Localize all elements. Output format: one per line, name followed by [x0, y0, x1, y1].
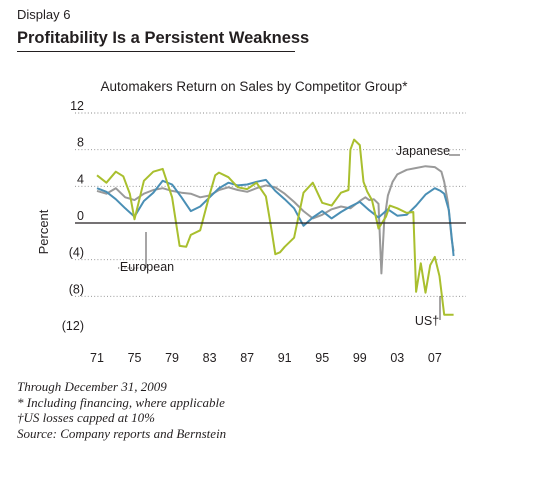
x-tick-label: 79 — [165, 351, 179, 365]
footnote-date: Through December 31, 2009 — [17, 379, 167, 394]
y-tick-label: (4) — [69, 246, 84, 260]
series-lines — [96, 138, 455, 316]
series-label-japanese: Japanese — [396, 144, 450, 158]
x-tick-label: 07 — [428, 351, 442, 365]
series-line-us — [96, 138, 454, 316]
x-tick-label: 71 — [90, 351, 104, 365]
y-tick-label: 8 — [77, 136, 84, 150]
y-tick-label: 12 — [70, 99, 84, 113]
x-tick-label: 75 — [128, 351, 142, 365]
footnote-us-cap: †US losses capped at 10% — [17, 410, 155, 425]
x-tick-label: 95 — [315, 351, 329, 365]
footnotes: Through December 31, 2009 * Including fi… — [17, 379, 226, 441]
y-tick-label: 0 — [77, 209, 84, 223]
y-tick-label: 4 — [77, 172, 84, 186]
x-tick-labels: 71 75 79 83 87 91 95 99 03 07 — [90, 351, 442, 365]
x-tick-label: 99 — [353, 351, 367, 365]
footnote-source: Source: Company reports and Bernstein — [17, 425, 227, 441]
y-tick-labels: 12 8 4 0 (4) (8) (12) — [62, 99, 84, 333]
x-tick-label: 87 — [240, 351, 254, 365]
display-title: Profitability Is a Persistent Weakness — [17, 29, 310, 47]
x-tick-label: 91 — [278, 351, 292, 365]
series-label-us: US† — [415, 314, 439, 328]
chart-title: Automakers Return on Sales by Competitor… — [101, 79, 409, 94]
y-axis-label: Percent — [36, 209, 51, 254]
series-line-japanese — [96, 165, 455, 275]
x-tick-label: 03 — [390, 351, 404, 365]
title-rule — [17, 51, 295, 52]
series-label-european: European — [120, 260, 174, 274]
footnote-financing: * Including financing, where applicable — [17, 394, 225, 410]
x-tick-label: 83 — [203, 351, 217, 365]
y-tick-label: (8) — [69, 282, 84, 296]
y-tick-label: (12) — [62, 319, 84, 333]
display-label: Display 6 — [17, 7, 71, 22]
